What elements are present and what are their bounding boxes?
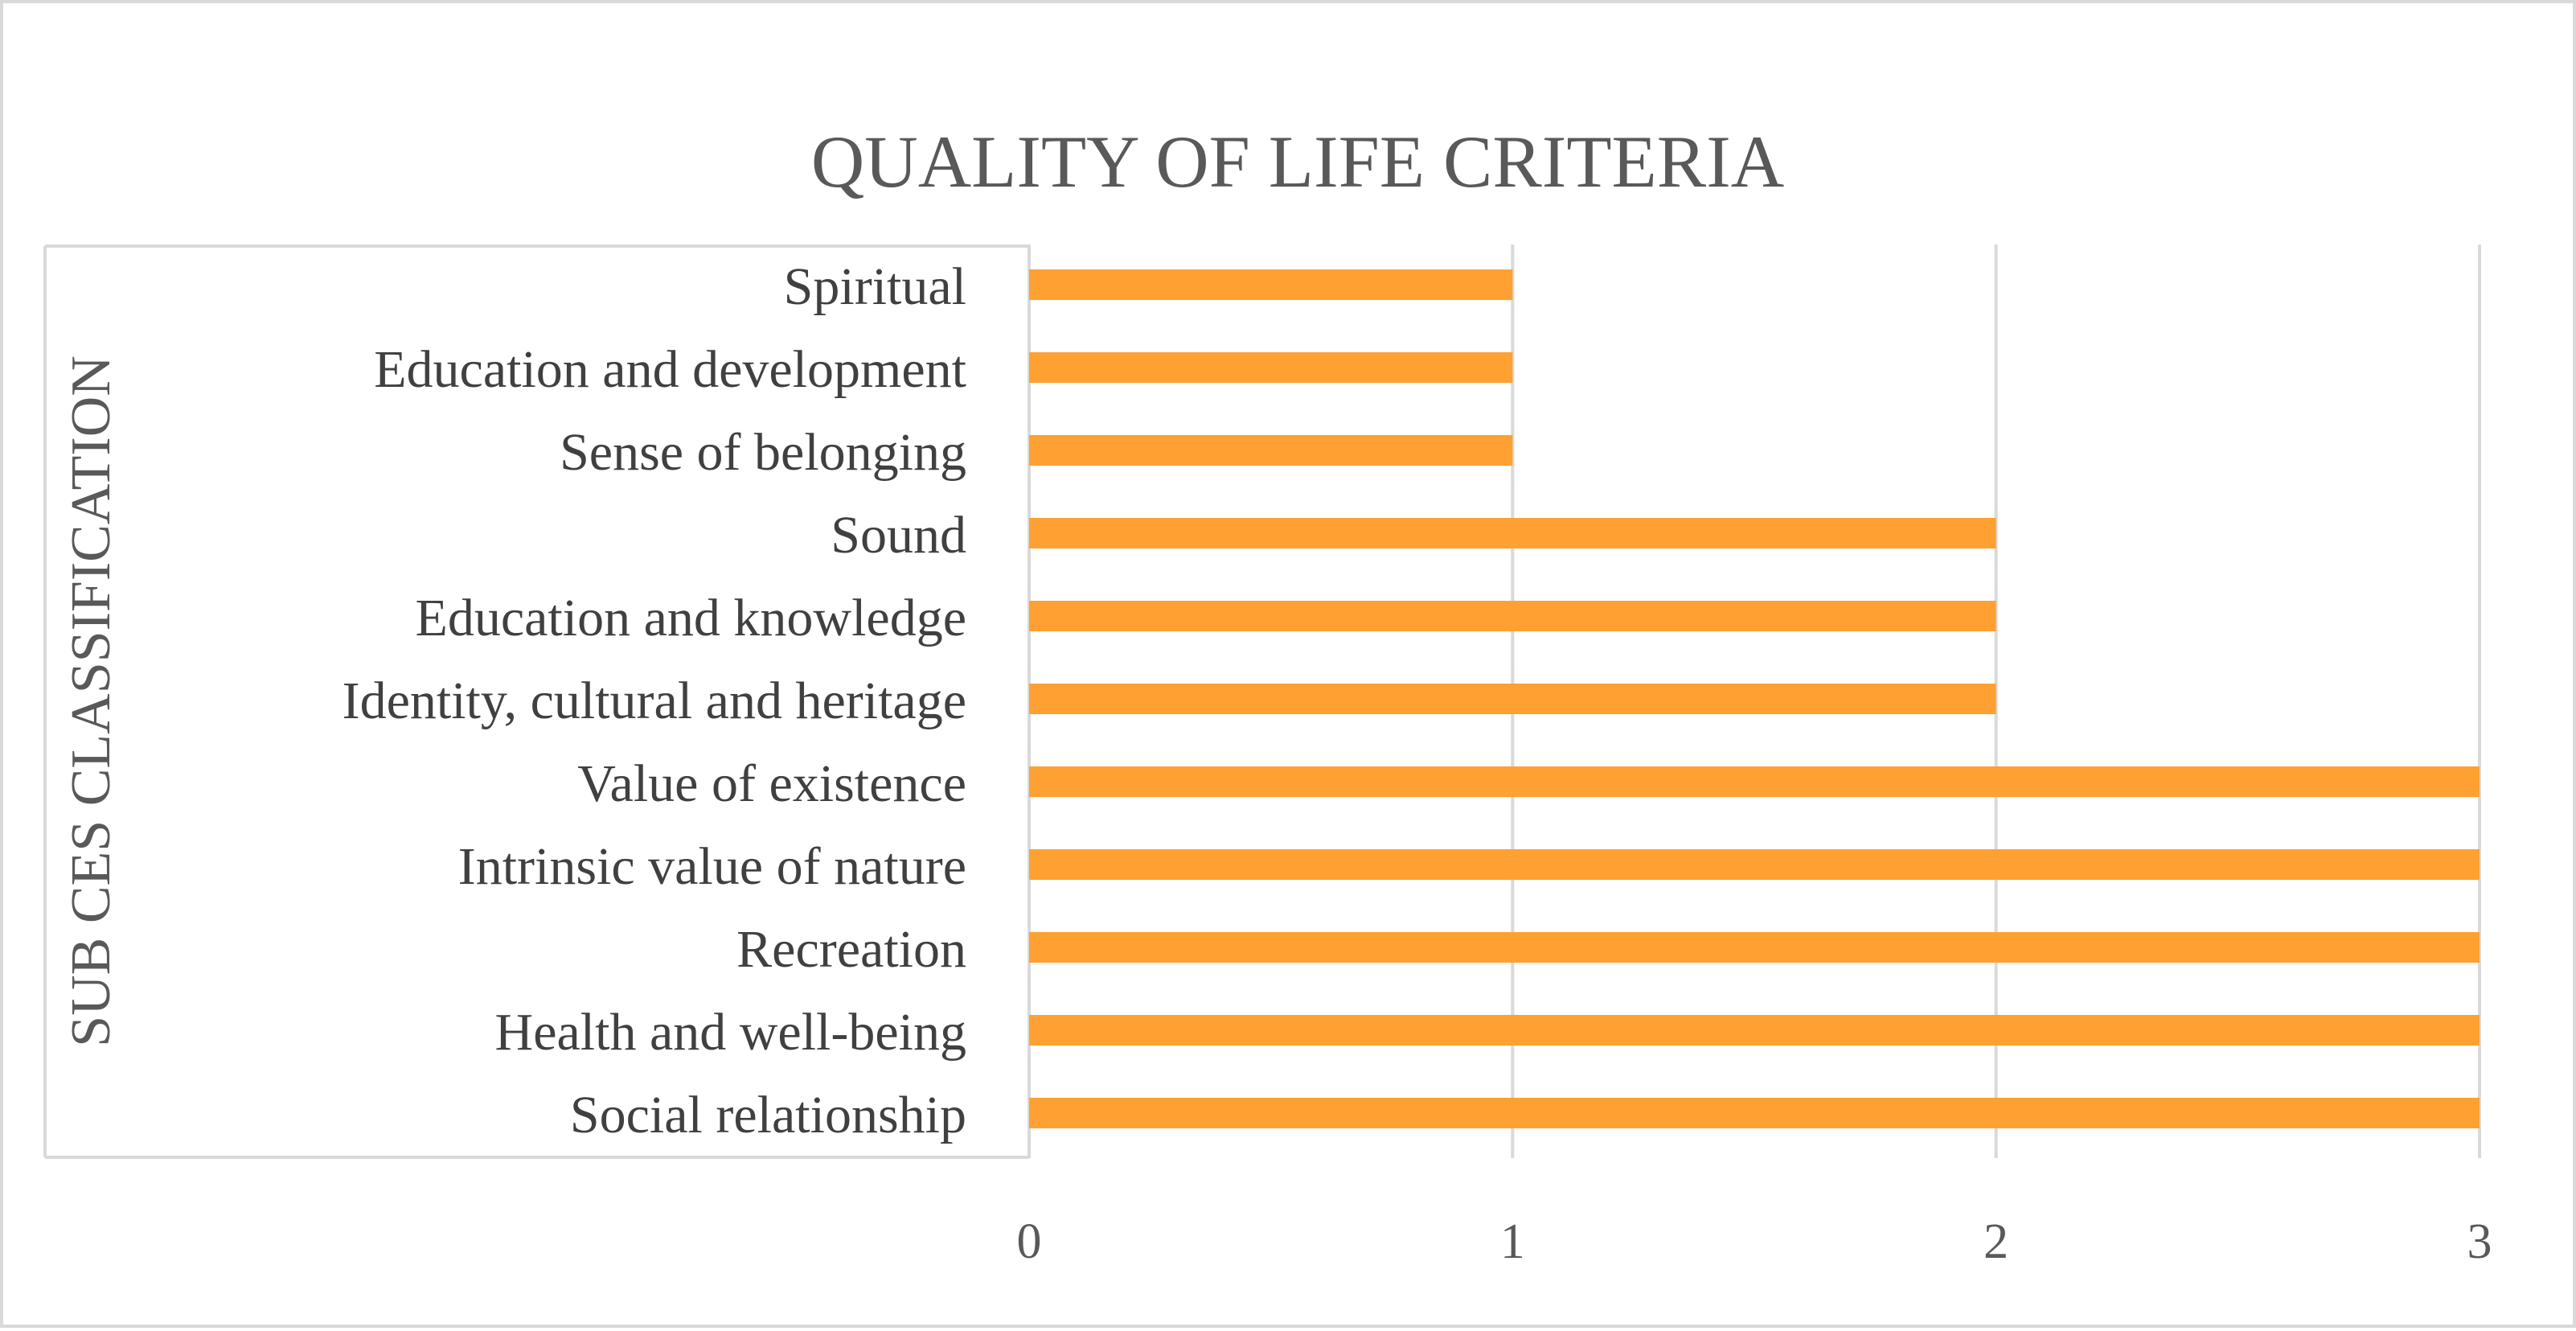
- bar: [1029, 352, 1513, 383]
- bar: [1029, 269, 1513, 300]
- category-labels: Spiritual Education and development Sense …: [343, 257, 966, 1144]
- category-label: Value of existence: [577, 754, 966, 813]
- bar: [1029, 1015, 2480, 1045]
- bar-chart: QUALITY OF LIFE CRITERIA SUB CES CLASSIF…: [43, 121, 2492, 1269]
- y-axis-title: SUB CES CLASSIFICATION: [60, 355, 122, 1047]
- category-label: Social relationship: [570, 1086, 966, 1144]
- bar: [1029, 932, 2480, 963]
- bar: [1029, 601, 1996, 631]
- category-label: Sound: [831, 506, 966, 565]
- category-label: Identity, cultural and heritage: [343, 672, 966, 730]
- category-label: Intrinsic value of nature: [458, 837, 966, 896]
- bars: [1029, 269, 2480, 1128]
- category-label: Sense of belonging: [560, 423, 966, 482]
- x-tick-label: 1: [1500, 1214, 1525, 1269]
- category-label: Health and well-being: [495, 1003, 966, 1062]
- bar: [1029, 518, 1996, 548]
- x-tick-label: 0: [1017, 1214, 1042, 1269]
- bar: [1029, 766, 2480, 797]
- category-label: Education and development: [374, 340, 966, 399]
- category-label: Recreation: [736, 920, 966, 979]
- axis-title-box: [43, 244, 1029, 1159]
- x-tick-label: 3: [2467, 1214, 2492, 1269]
- bar: [1029, 684, 1996, 714]
- category-label: Education and knowledge: [416, 589, 966, 647]
- bar: [1029, 435, 1513, 466]
- bar: [1029, 1098, 2480, 1128]
- x-tick-labels: 0 1 2 3: [1017, 1214, 2492, 1269]
- category-label: Spiritual: [784, 257, 966, 316]
- bar: [1029, 849, 2480, 880]
- chart-title: QUALITY OF LIFE CRITERIA: [811, 121, 1784, 203]
- x-tick-label: 2: [1983, 1214, 2008, 1269]
